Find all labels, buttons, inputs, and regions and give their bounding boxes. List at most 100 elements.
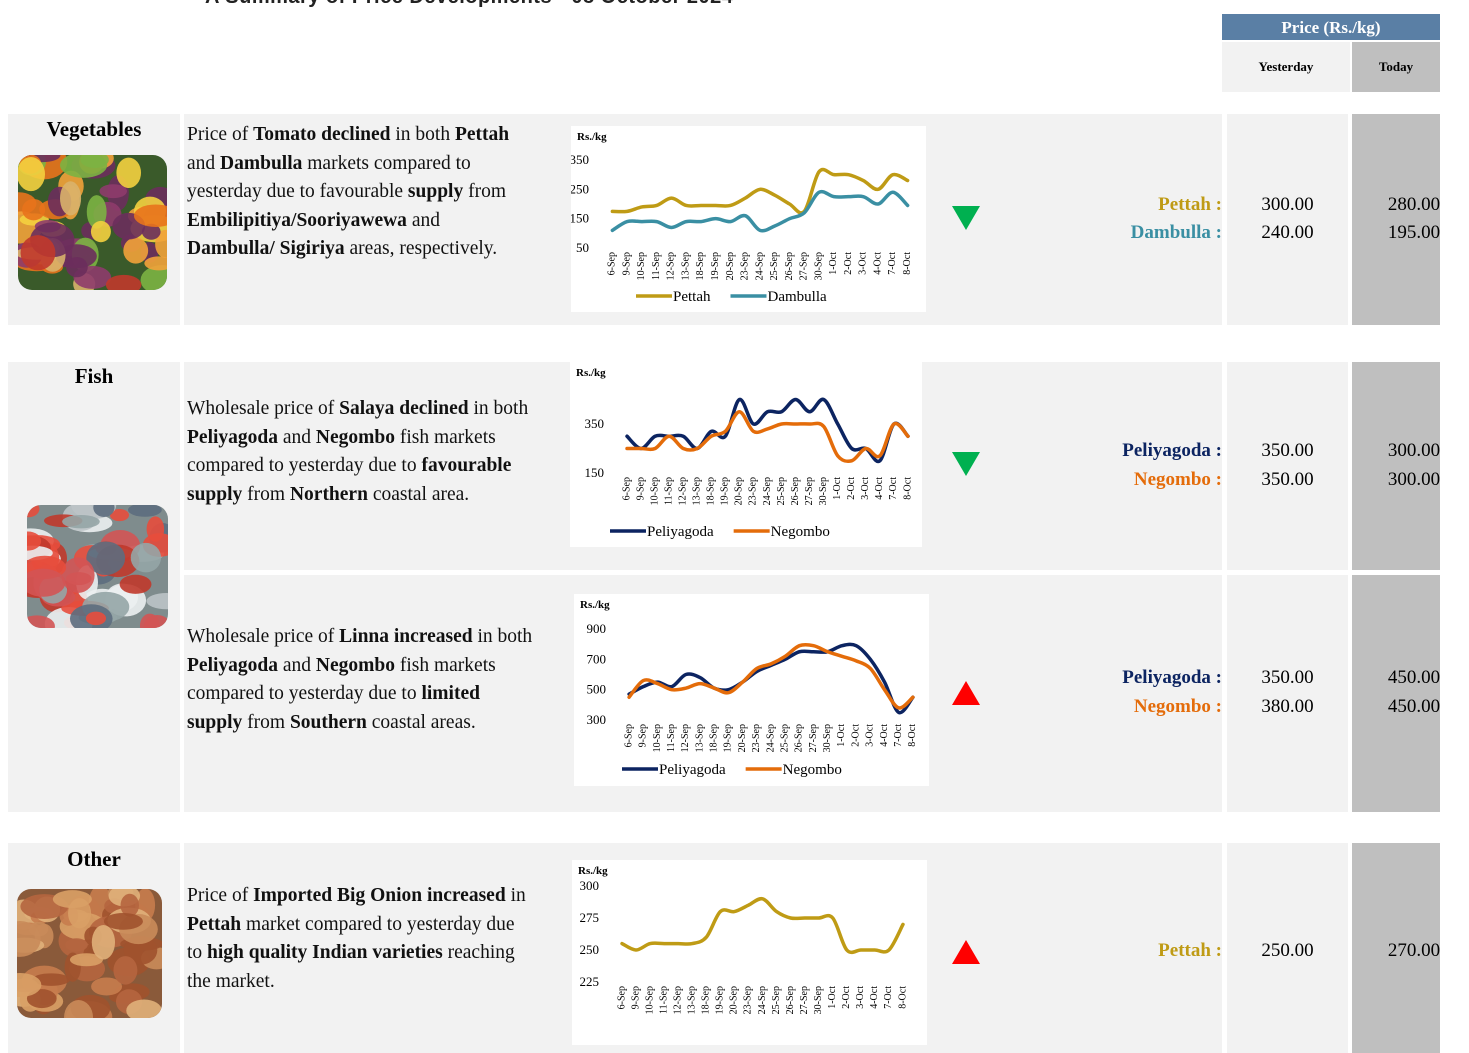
yesterday-price: 350.00 <box>1227 440 1348 462</box>
x-tick-label: 27-Sep <box>799 252 810 280</box>
x-tick-label: 13-Sep <box>692 477 703 505</box>
today-price: 270.00 <box>1352 940 1469 962</box>
market-label: Peliyagoda : <box>1122 667 1222 689</box>
photo-blob <box>113 956 137 985</box>
x-tick-label: 26-Sep <box>784 252 795 280</box>
today-price: 195.00 <box>1352 222 1469 244</box>
x-tick-label: 26-Sep <box>785 986 796 1014</box>
y-tick-label: 250 <box>580 942 600 957</box>
photo <box>14 151 171 294</box>
x-tick-label: 25-Sep <box>776 477 787 505</box>
description-text: Southern <box>290 712 367 733</box>
description-text: in <box>506 885 531 906</box>
market-label: Pettah : <box>1158 940 1222 962</box>
x-tick-label: 8-Oct <box>902 477 913 500</box>
y-tick-label: 700 <box>587 651 607 666</box>
x-tick-label: 1-Oct <box>827 986 838 1009</box>
trend-icon <box>951 205 981 231</box>
x-tick-label: 8-Oct <box>902 252 913 275</box>
market-label: Pettah : <box>1158 194 1222 216</box>
photo-blob <box>53 890 92 908</box>
x-tick-label: 11-Sep <box>663 477 674 505</box>
y-axis-label: Rs./kg <box>578 865 608 877</box>
x-tick-label: 18-Sep <box>709 724 720 752</box>
yesterday-price: 300.00 <box>1227 194 1348 216</box>
x-tick-label: 7-Oct <box>887 252 898 275</box>
x-tick-label: 2-Oct <box>841 986 852 1009</box>
description-text: Peliyagoda <box>187 655 278 676</box>
description-text: Wholesale price of <box>187 398 339 419</box>
y-tick-label: 500 <box>587 682 607 697</box>
description: Wholesale price of Salaya declined in bo… <box>187 395 539 509</box>
series-line <box>612 170 907 213</box>
y-tick-label: 150 <box>585 465 605 480</box>
market-label: Peliyagoda : <box>1122 440 1222 462</box>
legend-label: Negombo <box>771 524 830 540</box>
today-cell <box>1352 362 1440 570</box>
photo-blob <box>126 1000 162 1022</box>
photo-blob <box>128 503 162 517</box>
x-tick-label: 6-Sep <box>621 477 632 500</box>
x-tick-label: 24-Sep <box>754 252 765 280</box>
description: Price of Tomato declined in both Pettah … <box>187 121 517 264</box>
y-tick-label: 350 <box>571 152 589 167</box>
x-tick-label: 4-Oct <box>872 252 883 275</box>
description-text: Price of <box>187 885 253 906</box>
x-tick-label: 19-Sep <box>720 477 731 505</box>
description-text: coastal areas. <box>367 712 476 733</box>
x-tick-label: 30-Sep <box>822 724 833 752</box>
photo-blob <box>123 238 148 264</box>
series-line <box>627 412 908 462</box>
x-tick-label: 23-Sep <box>740 252 751 280</box>
description-text: Pettah <box>187 914 241 935</box>
description-text: Peliyagoda <box>187 427 278 448</box>
x-tick-label: 7-Oct <box>888 477 899 500</box>
x-tick-label: 27-Sep <box>804 477 815 505</box>
today-cell <box>1352 575 1440 812</box>
x-tick-label: 11-Sep <box>658 986 669 1014</box>
section-photo <box>13 885 166 1022</box>
x-tick-label: 1-Oct <box>828 252 839 275</box>
photo-blob <box>21 235 56 270</box>
x-tick-label: 25-Sep <box>779 724 790 752</box>
x-tick-label: 3-Oct <box>865 724 876 747</box>
x-tick-label: 20-Sep <box>729 986 740 1014</box>
yesterday-price: 240.00 <box>1227 222 1348 244</box>
description-text: Salaya declined <box>339 398 468 419</box>
trend-arrow <box>952 206 980 230</box>
x-tick-label: 19-Sep <box>710 252 721 280</box>
section-photo <box>14 151 171 294</box>
x-tick-label: 26-Sep <box>790 477 801 505</box>
x-tick-label: 27-Sep <box>808 724 819 752</box>
description-text: supply <box>408 181 463 202</box>
photo-blob <box>86 612 106 625</box>
photo-blob <box>147 516 165 541</box>
description-text: and <box>278 655 316 676</box>
photo-blob <box>66 257 88 277</box>
x-tick-label: 18-Sep <box>706 477 717 505</box>
description-text: in both <box>473 626 537 647</box>
x-tick-label: 25-Sep <box>771 986 782 1014</box>
photo-blob <box>104 913 143 930</box>
x-tick-label: 3-Oct <box>858 252 869 275</box>
x-tick-label: 30-Sep <box>813 986 824 1014</box>
x-tick-label: 10-Sep <box>636 252 647 280</box>
description-text: from <box>242 712 290 733</box>
x-tick-label: 20-Sep <box>734 477 745 505</box>
trend-icon <box>951 451 981 477</box>
photo-blob <box>120 575 152 594</box>
x-tick-label: 1-Oct <box>836 724 847 747</box>
y-tick-label: 900 <box>587 621 607 636</box>
today-heading: Today <box>1352 42 1440 92</box>
x-tick-label: 2-Oct <box>843 252 854 275</box>
x-tick-label: 3-Oct <box>860 477 871 500</box>
trend-icon <box>951 939 981 965</box>
trend-arrow <box>952 681 980 705</box>
x-tick-label: 12-Sep <box>666 252 677 280</box>
section-photo <box>23 501 172 632</box>
market-label: Negombo : <box>1134 469 1222 491</box>
photo <box>23 501 172 632</box>
yesterday-cell <box>1227 362 1348 570</box>
section-label: Fish <box>8 364 180 389</box>
